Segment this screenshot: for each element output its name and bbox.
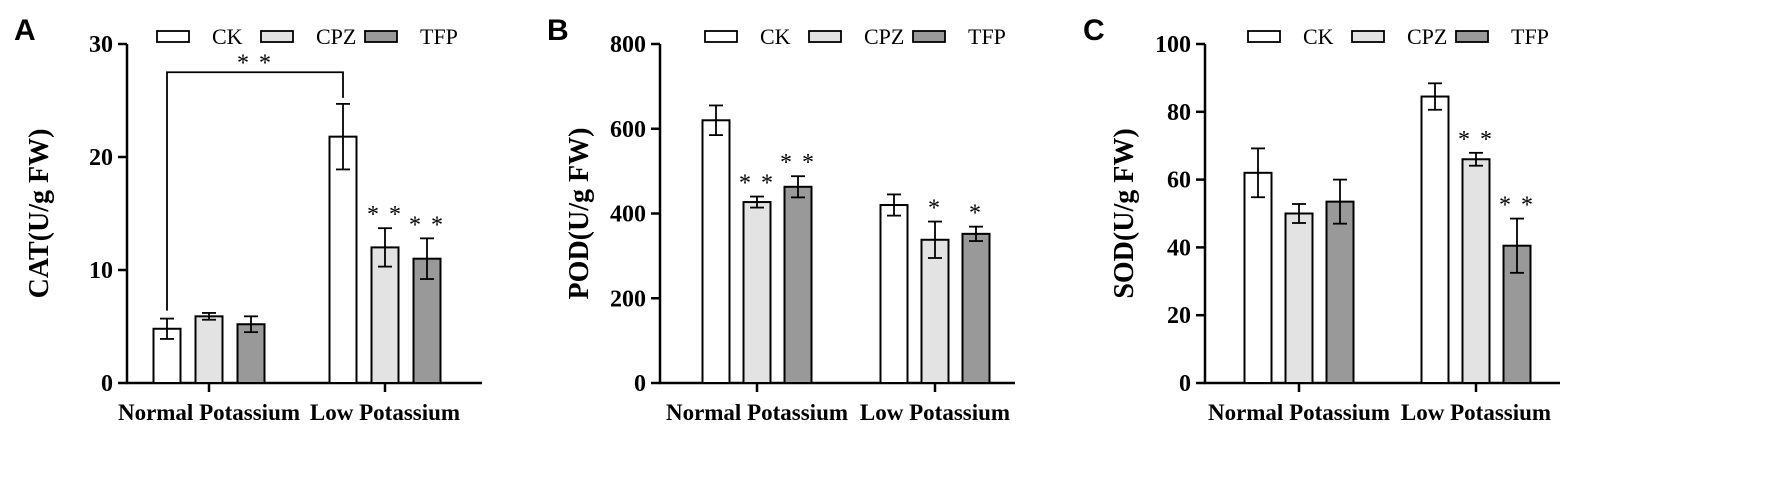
y-axis-title: CAT(U/g FW)	[24, 129, 55, 299]
y-tick-label: 200	[610, 286, 646, 312]
x-category-label: Low Potassium	[1401, 400, 1551, 425]
y-tick-label: 30	[89, 32, 113, 58]
bar-ck	[879, 204, 909, 384]
y-tick-label: 20	[89, 145, 113, 171]
bracket-significance-label: * *	[237, 50, 273, 76]
legend-label: TFP	[1511, 24, 1549, 49]
y-tick-label: 400	[610, 202, 646, 228]
x-category-label: Normal Potassium	[1208, 400, 1390, 425]
legend-label: CPZ	[316, 24, 356, 49]
legend-label: CK	[760, 24, 791, 49]
bar-tfp	[1325, 200, 1355, 384]
significance-label: * *	[367, 202, 403, 228]
bar-ck	[328, 135, 358, 384]
bar-cpz	[742, 201, 772, 384]
legend-swatch-tfp	[912, 30, 946, 43]
bar-cpz	[1284, 212, 1314, 384]
legend-label: CK	[212, 24, 243, 49]
y-tick-label: 10	[89, 258, 113, 284]
legend-swatch-cpz	[808, 30, 842, 43]
significance-label: * *	[780, 150, 816, 176]
y-tick-label: 80	[1167, 100, 1191, 126]
legend-label: CK	[1303, 24, 1334, 49]
legend-label: TFP	[420, 24, 458, 49]
panel-A: A CAT(U/g FW) 0 10 20 30 Normal Potassium Low P…	[14, 14, 482, 425]
panel-letter: A	[14, 14, 36, 47]
bar-ck	[1243, 171, 1273, 384]
bar-cpz	[194, 315, 224, 384]
y-tick-label: 800	[610, 32, 646, 58]
significance-label: * *	[1499, 193, 1535, 219]
panel-letter: B	[547, 14, 569, 47]
significance-label: *	[928, 196, 942, 222]
bar-cpz	[1461, 158, 1491, 384]
bar-cpz	[920, 238, 950, 384]
panel-letter: C	[1083, 14, 1105, 47]
y-tick-label: 0	[101, 371, 113, 397]
x-category-label: Low Potassium	[860, 400, 1010, 425]
legend-swatch-ck	[156, 30, 190, 43]
legend-label: CPZ	[1407, 24, 1447, 49]
x-category-label: Low Potassium	[310, 400, 460, 425]
significance-label: * *	[409, 212, 445, 238]
legend-swatch-ck	[704, 30, 738, 43]
legend-label: TFP	[968, 24, 1006, 49]
bar-ck	[701, 119, 731, 385]
panel-B: B POD(U/g FW) 0 200 400 600 800 Normal Potassiu…	[547, 14, 1015, 425]
legend-swatch-tfp	[1455, 30, 1489, 43]
legend-label: CPZ	[864, 24, 904, 49]
y-tick-label: 0	[634, 371, 646, 397]
y-tick-label: 0	[1179, 371, 1191, 397]
bar-ck	[1420, 95, 1450, 384]
y-axis-title: POD(U/g FW)	[564, 128, 595, 300]
significance-label: * *	[739, 171, 775, 197]
comparison-bracket	[166, 71, 344, 311]
y-tick-label: 100	[1155, 32, 1191, 58]
significance-label: *	[969, 201, 983, 227]
x-category-label: Normal Potassium	[666, 400, 848, 425]
y-tick-label: 40	[1167, 235, 1191, 261]
legend-swatch-ck	[1247, 30, 1281, 43]
bar-cpz	[370, 246, 400, 384]
legend-swatch-tfp	[364, 30, 398, 43]
y-tick-label: 600	[610, 117, 646, 143]
bar-tfp	[961, 232, 991, 384]
y-tick-label: 60	[1167, 168, 1191, 194]
x-category-label: Normal Potassium	[118, 400, 300, 425]
y-axis-title: SOD(U/g FW)	[1109, 128, 1140, 298]
y-tick-label: 20	[1167, 303, 1191, 329]
bar-tfp	[783, 185, 813, 384]
significance-label: * *	[1458, 127, 1494, 153]
legend-swatch-cpz	[260, 30, 294, 43]
bar-tfp	[236, 323, 266, 384]
legend-swatch-cpz	[1351, 30, 1385, 43]
panel-C: C SOD(U/g FW) 0 20 40 60 80 100 Normal Potassium…	[1083, 14, 1560, 425]
